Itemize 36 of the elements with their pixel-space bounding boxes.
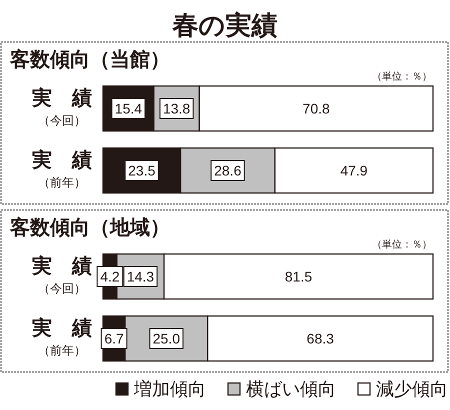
data-label: 14.3 [126,268,154,284]
data-label: 23.5 [124,160,159,181]
category-label: 実 績 [32,150,92,172]
legend-label: 増加傾向 [134,379,206,399]
data-label: 81.5 [284,268,312,284]
data-label: 4.2 [96,266,124,287]
legend-label: 減少傾向 [376,379,448,399]
data-label: 25.0 [149,328,184,349]
data-label: 6.7 [104,330,124,346]
data-label: 15.4 [111,98,146,119]
category-label: （前年） [38,344,86,358]
data-label: 14.3 [123,266,158,287]
annotation: （単位：％） [372,72,432,82]
data-label: 15.4 [114,100,142,116]
category-label: （今回） [38,114,86,128]
data-label: 28.6 [210,160,245,181]
category-label: 実 績 [32,88,92,110]
data-label: 6.7 [100,328,128,349]
data-label: 70.8 [302,100,330,116]
data-label: 25.0 [152,330,180,346]
data-label: 68.3 [306,330,334,346]
category-label: 実 績 [32,318,92,340]
category-label: （今回） [38,282,86,296]
title: 春の実績 [172,10,278,40]
legend-label: 横ばい傾向 [246,379,336,399]
data-label: 4.2 [100,268,120,284]
data-label: 13.8 [162,100,190,116]
data-label: 47.9 [340,162,368,178]
subtitle: 客数傾向（当館） [10,49,170,71]
category-label: （前年） [38,176,86,190]
data-label: 23.5 [128,162,156,178]
annotation: （単位：％） [372,240,432,250]
category-label: 実 績 [32,256,92,278]
subtitle: 客数傾向（地域） [10,217,170,239]
data-label: 28.6 [214,162,242,178]
data-label: 13.8 [159,98,194,119]
